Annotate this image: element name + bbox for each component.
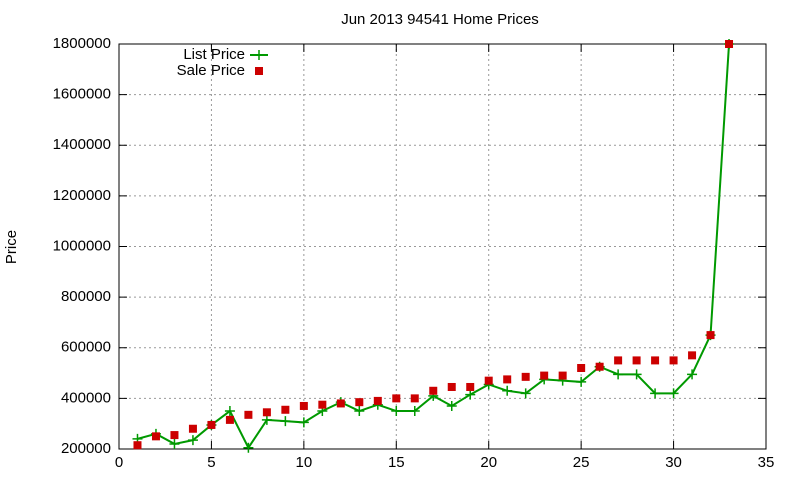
point [298, 417, 309, 428]
point [668, 388, 679, 399]
point [392, 394, 401, 403]
point [373, 396, 382, 405]
point [207, 420, 216, 429]
y-tick-label: 1400000 [53, 136, 111, 153]
point [409, 406, 420, 417]
point [613, 369, 624, 380]
legend-label: Sale Price [177, 62, 245, 79]
y-tick-label: 1800000 [53, 35, 111, 52]
point [725, 40, 734, 48]
point [503, 375, 512, 384]
point [614, 356, 623, 365]
x-tick-label: 30 [665, 454, 682, 471]
legend-swatch [255, 67, 263, 75]
y-tick-label: 1000000 [53, 237, 111, 254]
point [595, 362, 604, 371]
point [632, 356, 641, 365]
point [262, 408, 271, 417]
x-tick-label: 10 [296, 454, 313, 471]
x-tick-label: 35 [758, 454, 775, 471]
x-tick-label: 0 [115, 454, 123, 471]
point [261, 414, 272, 425]
x-tick-label: 20 [480, 454, 497, 471]
point [669, 356, 678, 365]
point [299, 401, 308, 410]
point [651, 356, 660, 365]
point [465, 389, 476, 400]
point [446, 400, 457, 411]
point [650, 388, 661, 399]
point [631, 369, 642, 380]
y-axis-label: Price [3, 230, 20, 264]
point [280, 416, 291, 427]
point [540, 371, 549, 380]
point [466, 382, 475, 391]
y-tick-label: 800000 [61, 288, 111, 305]
point [410, 394, 419, 403]
x-tick-label: 5 [207, 454, 215, 471]
point [336, 399, 345, 408]
y-tick-label: 600000 [61, 339, 111, 356]
point [577, 364, 586, 372]
point [133, 441, 142, 450]
point [355, 398, 364, 407]
y-tick-label: 1200000 [53, 187, 111, 204]
point [558, 371, 567, 380]
point [151, 432, 160, 441]
x-tick-label: 15 [388, 454, 405, 471]
point [447, 382, 456, 391]
point [169, 438, 180, 449]
y-tick-label: 200000 [61, 440, 111, 457]
y-tick-label: 1600000 [53, 86, 111, 103]
x-tick-label: 25 [573, 454, 590, 471]
point [502, 385, 513, 396]
point [318, 400, 327, 409]
point [187, 435, 198, 446]
point [484, 376, 493, 385]
point [224, 406, 235, 417]
point [429, 386, 438, 395]
point [188, 424, 197, 433]
point [521, 372, 530, 381]
point [520, 388, 531, 399]
point [354, 406, 365, 417]
point [170, 431, 179, 440]
chart-title: Jun 2013 94541 Home Prices [341, 11, 539, 28]
point [706, 331, 715, 340]
point [687, 369, 698, 380]
point [391, 406, 402, 417]
point [244, 410, 253, 419]
y-tick-label: 400000 [61, 389, 111, 406]
legend-swatch [254, 50, 264, 60]
point [243, 442, 254, 453]
point [688, 351, 697, 360]
point [225, 415, 234, 424]
point [576, 376, 587, 387]
point [281, 405, 290, 414]
plot-border [118, 43, 767, 450]
legend-label: List Price [183, 46, 245, 63]
